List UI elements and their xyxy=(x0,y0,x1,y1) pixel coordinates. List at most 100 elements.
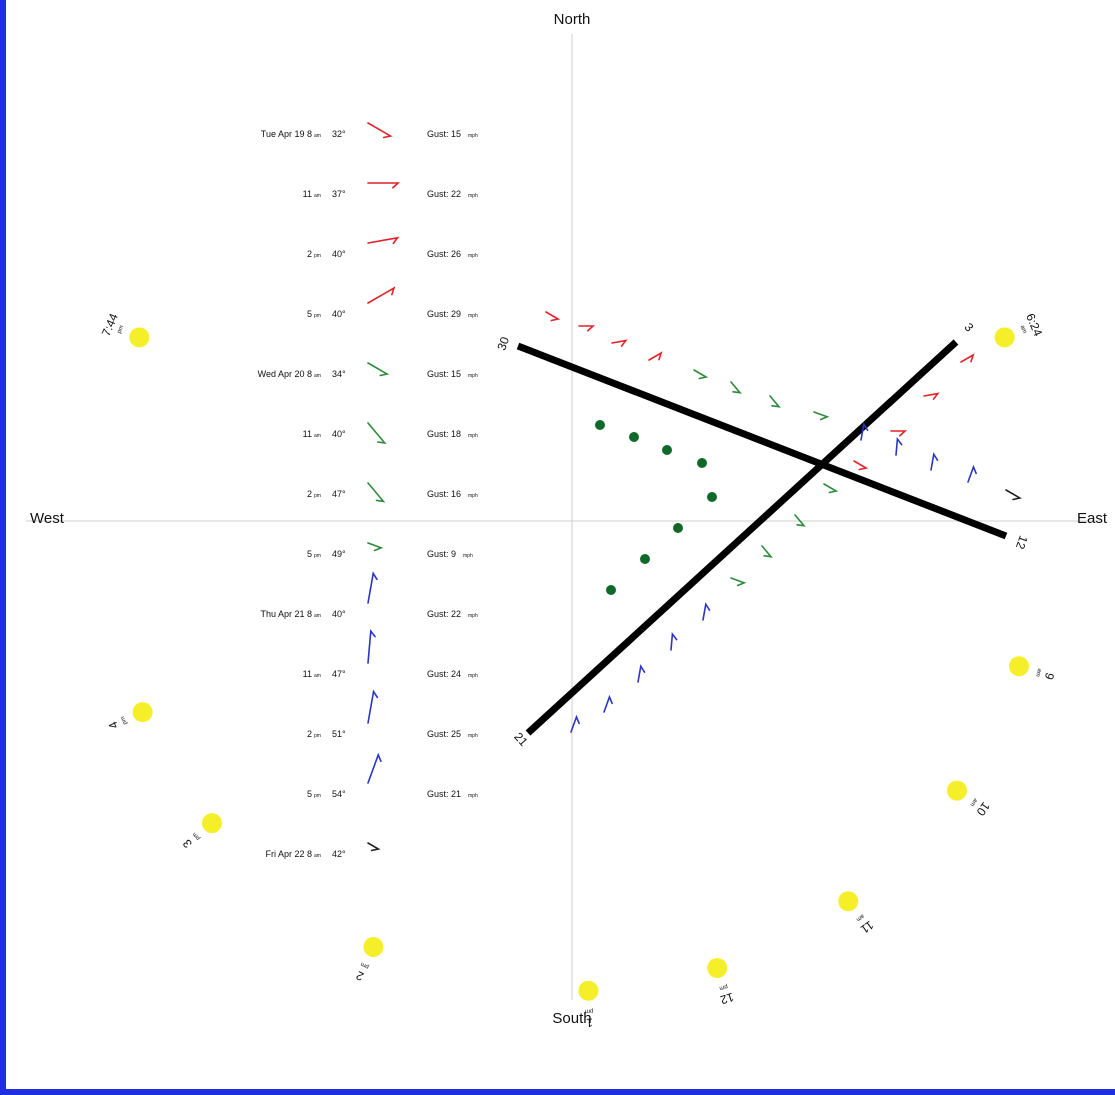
sun-time-unit: pm xyxy=(585,1008,594,1014)
runway-wind-tick xyxy=(923,392,940,400)
sun-icon xyxy=(132,702,153,723)
forecast-row: 11 am 37° Gust: 22 mph xyxy=(303,182,478,199)
runway-wind-tick xyxy=(637,664,646,683)
wind-dot xyxy=(673,523,683,533)
sun-marker: 4pm xyxy=(106,702,153,731)
forecast-gust-unit: mph xyxy=(468,733,478,739)
wind-dot xyxy=(697,458,707,468)
forecast-row: 5 pm 40° Gust: 29 mph xyxy=(307,286,478,319)
forecast-time: 11 xyxy=(303,669,312,679)
sun-time-label: 4 xyxy=(106,719,122,731)
forecast-gust: Gust: 21 xyxy=(427,789,461,799)
forecast-wind-barb xyxy=(367,362,390,377)
forecast-time-unit: am xyxy=(314,433,321,439)
sun-time-unit: pm xyxy=(192,831,202,841)
forecast-temp: 47° xyxy=(332,489,346,499)
wind-dot xyxy=(595,420,605,430)
runway-03-21: 3 21 xyxy=(511,320,976,749)
forecast-temp: 49° xyxy=(332,549,346,559)
forecast-time: 5 xyxy=(307,549,312,559)
sun-icon xyxy=(363,936,384,957)
forecast-gust: Gust: 16 xyxy=(427,489,461,499)
forecast-wind-barb xyxy=(367,482,386,503)
runway-wind-tick xyxy=(611,339,628,347)
forecast-gust-unit: mph xyxy=(468,253,478,259)
forecast-time-unit: pm xyxy=(314,553,321,559)
forecast-wind-barb xyxy=(367,122,393,139)
runway-wind-tick xyxy=(930,452,939,471)
runway-end-30: 30 xyxy=(494,335,512,353)
forecast-wind-barb xyxy=(367,542,384,552)
forecast-time-unit: am xyxy=(314,133,321,139)
forecast-time: 2 xyxy=(307,249,312,259)
sun-time-unit: am xyxy=(1034,668,1042,678)
sun-icon xyxy=(947,780,968,801)
wind-dot xyxy=(606,585,616,595)
sun-time-unit: pm xyxy=(360,961,370,970)
forecast-time: 5 xyxy=(307,789,312,799)
runway-wind-tick xyxy=(670,631,678,651)
forecast-gust: Gust: 25 xyxy=(427,729,461,739)
sun-icon xyxy=(1008,656,1029,677)
sun-time-label: 1 xyxy=(586,1016,593,1030)
runway-end-3: 3 xyxy=(962,320,977,335)
runway-wind-tick xyxy=(648,351,663,361)
wind-dot xyxy=(662,445,672,455)
runway-wind-tick xyxy=(860,422,869,441)
forecast-time-unit: am xyxy=(314,613,321,619)
forecast-row: Wed Apr 20 8 am 34° Gust: 15 mph xyxy=(258,362,478,379)
runway-wind-tick xyxy=(603,694,613,713)
sun-time-unit: pm xyxy=(120,715,129,725)
runway-wind-tick xyxy=(1005,489,1023,501)
forecast-gust: Gust: 26 xyxy=(427,249,461,259)
forecast-gust-unit: mph xyxy=(468,313,478,319)
forecast-time-unit: am xyxy=(314,853,321,859)
forecast-row: 11 am 47° Gust: 24 mph xyxy=(303,629,478,679)
runway-wind-tick xyxy=(895,436,903,456)
forecast-gust-unit: mph xyxy=(468,793,478,799)
forecast-wind-barb xyxy=(367,286,396,304)
runway-end-12: 12 xyxy=(1013,534,1031,552)
sun-time-label: 6:24 xyxy=(1023,311,1045,338)
sun-time-label: 7:44 xyxy=(99,311,121,338)
wind-dot-track xyxy=(595,420,717,595)
forecast-row: 11 am 40° Gust: 18 mph xyxy=(303,422,478,444)
forecast-time-unit: am xyxy=(314,673,321,679)
runway-wind-tick xyxy=(960,353,975,363)
forecast-time-unit: pm xyxy=(314,493,321,499)
forecast-wind-barb xyxy=(367,689,379,724)
forecast-wind-barb xyxy=(367,752,382,784)
sun-icon xyxy=(578,980,599,1001)
forecast-gust: Gust: 18 xyxy=(427,429,461,439)
sun-marker: 2pm xyxy=(354,936,384,984)
runway-wind-tick xyxy=(853,460,869,471)
sun-marker: 1 pm xyxy=(578,980,599,1030)
forecast-row: Fri Apr 22 8 am 42° xyxy=(265,842,381,859)
forecast-time: Wed Apr 20 8 xyxy=(258,369,312,379)
wind-dot xyxy=(629,432,639,442)
forecast-temp: 54° xyxy=(332,789,346,799)
forecast-time-unit: pm xyxy=(314,313,321,319)
forecast-gust: Gust: 15 xyxy=(427,129,461,139)
runway-wind-tick xyxy=(702,602,711,621)
sun-icon xyxy=(129,327,150,348)
forecast-wind-barb xyxy=(367,236,400,245)
runway-wind-tick xyxy=(730,381,742,394)
forecast-time: 2 xyxy=(307,729,312,739)
forecast-row: 5 pm 49° Gust: 9 mph xyxy=(307,542,473,559)
runway-wind-tick xyxy=(570,714,580,733)
forecast-gust: Gust: 22 xyxy=(427,609,461,619)
forecast-wind-barb xyxy=(367,629,376,664)
sun-icon xyxy=(838,891,859,912)
compass-south: South xyxy=(552,1010,591,1027)
forecast-wind-barb xyxy=(367,422,387,444)
runway-wind-tick xyxy=(823,483,839,494)
runway-wind-ticks xyxy=(545,311,1023,733)
forecast-time-unit: am xyxy=(314,373,321,379)
runway-wind-tick xyxy=(813,411,830,421)
